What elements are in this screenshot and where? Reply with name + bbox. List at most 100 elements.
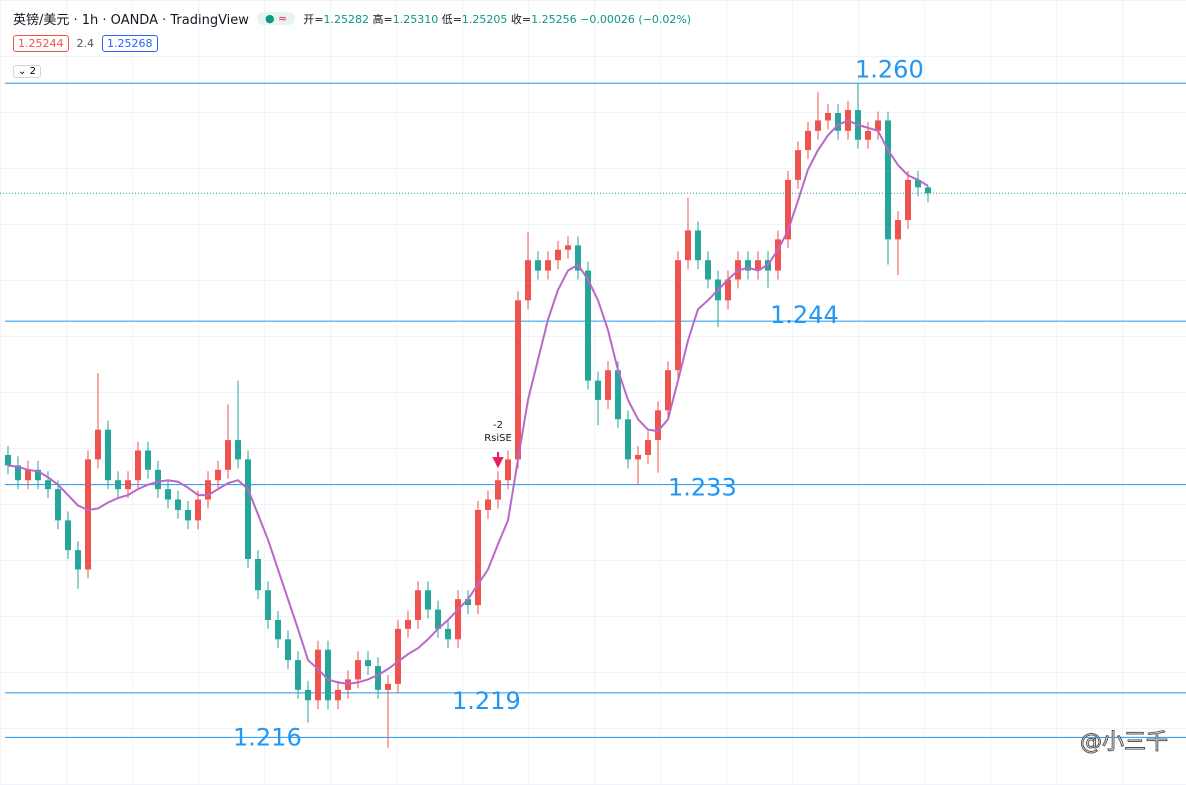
candle-body — [525, 260, 531, 301]
candle-body — [655, 410, 661, 441]
candle-body — [35, 469, 41, 481]
candle-body — [355, 660, 361, 680]
candle-body — [775, 239, 781, 271]
candle-body — [245, 459, 251, 560]
candle-body — [65, 520, 71, 551]
candle-body — [825, 112, 831, 121]
watermark: @小三千 — [1079, 730, 1168, 756]
candle-body — [685, 230, 691, 261]
collapse-button[interactable]: ⌄ 2 — [13, 65, 41, 78]
candle-body — [435, 609, 441, 629]
candle-body — [585, 270, 591, 381]
candle-body — [875, 120, 881, 131]
candle-body — [895, 220, 901, 240]
candle-body — [215, 469, 221, 481]
candle-body — [605, 370, 611, 400]
candle-body — [455, 599, 461, 640]
candle-body — [85, 459, 91, 570]
ohlc-label: 高= — [372, 12, 393, 26]
candle-body — [745, 260, 751, 271]
candle-body — [835, 112, 841, 131]
moving-average — [7, 119, 929, 685]
candle-body — [545, 260, 551, 271]
candle-body — [635, 454, 641, 460]
ohlc-value: 1.25205 — [461, 12, 508, 26]
candle-body — [325, 649, 331, 701]
status-pill[interactable]: ● ≈ — [256, 12, 296, 25]
indicator-value: 1.25244 — [13, 35, 69, 52]
candle-body — [195, 499, 201, 521]
level-label: 1.244 — [770, 301, 839, 329]
candle-body — [505, 459, 511, 481]
ohlc-label: 收= — [510, 12, 532, 26]
badge: ≈ — [278, 12, 288, 25]
candle-body — [405, 619, 411, 629]
candle-body — [285, 639, 291, 661]
ohlc: 开=1.25282 高=1.25310 低=1.25205 收=1.25256 … — [303, 11, 691, 27]
indicator-value: 1.25268 — [102, 35, 158, 52]
candle-body — [295, 660, 301, 690]
candle-body — [475, 509, 481, 606]
candle-body — [45, 480, 51, 490]
candle-body — [145, 450, 151, 470]
candle-body — [155, 469, 161, 490]
candle-body — [515, 300, 521, 460]
candle-body — [925, 187, 931, 194]
candle-body — [115, 480, 121, 490]
candle-body — [705, 260, 711, 280]
level-label: 1.233 — [668, 474, 737, 502]
candle-body — [15, 465, 21, 481]
candle-body — [235, 440, 241, 460]
candle-body — [265, 590, 271, 620]
candle-body — [675, 260, 681, 371]
candle-body — [255, 559, 261, 591]
candle-body — [645, 440, 651, 455]
level-label: 1.219 — [452, 687, 521, 715]
ohlc-value: 1.25256 — [531, 12, 577, 26]
collapse-count: 2 — [29, 66, 36, 77]
indicator-value: 2.4 — [76, 37, 95, 50]
candle-body — [665, 370, 671, 411]
candle-body — [425, 590, 431, 610]
level-label: 1.260 — [855, 55, 924, 83]
ohlc-label: 低= — [441, 12, 462, 26]
signal-label: RsiSE — [484, 433, 512, 444]
symbol[interactable]: 英镑/美元 · 1h · OANDA · TradingView — [13, 13, 249, 28]
candle-body — [915, 179, 921, 188]
candle-body — [485, 499, 491, 510]
candle-body — [755, 260, 761, 271]
candle-body — [25, 469, 31, 481]
candle-body — [575, 245, 581, 271]
candle-body — [95, 429, 101, 460]
candle-body — [105, 429, 111, 481]
candle-body — [5, 454, 11, 466]
signal-arrow — [492, 452, 504, 469]
signal-label: -2 — [493, 420, 503, 431]
candle-body — [725, 279, 731, 301]
level-label: 1.216 — [233, 723, 302, 751]
candle-body — [305, 689, 311, 701]
candle-body — [785, 179, 791, 240]
candle-body — [815, 120, 821, 131]
candle-body — [565, 245, 571, 250]
candle-body — [535, 260, 541, 271]
candle-body — [315, 649, 321, 701]
ohlc-value: 1.25282 — [323, 12, 369, 26]
candle-body — [555, 249, 561, 261]
candle-body — [595, 380, 601, 400]
candle-body — [275, 619, 281, 640]
header: 英镑/美元 · 1h · OANDA · TradingView ● ≈ 开=1… — [13, 9, 691, 28]
candle-body — [695, 230, 701, 261]
ohlc-label: 开= — [303, 12, 324, 26]
indicator-legend: 1.25244 2.4 1.25268 — [13, 35, 158, 52]
candle-body — [385, 683, 391, 690]
candle-body — [805, 130, 811, 151]
candle-body — [205, 480, 211, 500]
candle-body — [865, 130, 871, 140]
candle-body — [395, 628, 401, 684]
ohlc-value: 1.25310 — [392, 12, 439, 26]
candle-body — [365, 660, 371, 667]
candle-body — [625, 419, 631, 460]
